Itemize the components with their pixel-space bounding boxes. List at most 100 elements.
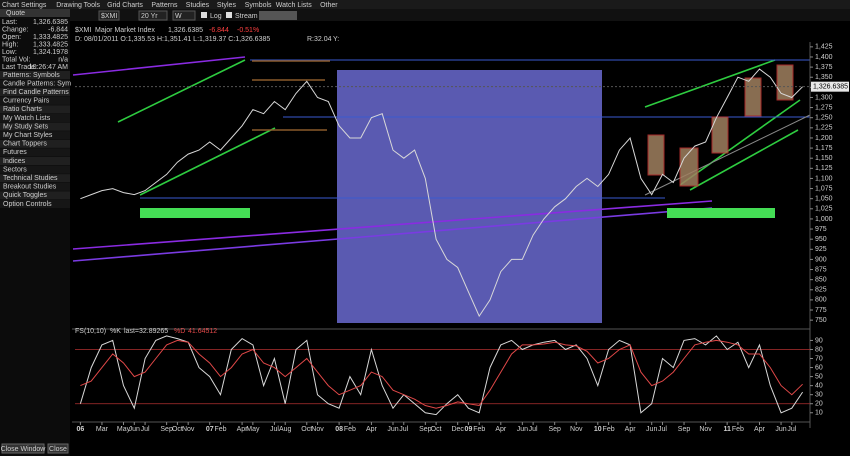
sidebar-item[interactable]: My Study Sets bbox=[3, 123, 49, 130]
button[interactable] bbox=[1, 443, 45, 454]
y-tick-label: 10 bbox=[815, 410, 823, 417]
stream-label[interactable]: Stream bbox=[235, 13, 258, 20]
sidebar-row[interactable] bbox=[0, 165, 70, 174]
series-line bbox=[80, 68, 803, 318]
log-label[interactable]: Log bbox=[210, 13, 222, 20]
sidebar-item[interactable]: Indices bbox=[3, 158, 26, 165]
period-select[interactable] bbox=[138, 10, 168, 21]
quote-value: n/a bbox=[58, 56, 68, 63]
sidebar-row[interactable] bbox=[0, 139, 70, 148]
menu-item[interactable]: Studies bbox=[186, 2, 210, 9]
x-tick-label: Oct bbox=[431, 426, 442, 433]
menu-item[interactable]: Watch Lists bbox=[276, 2, 312, 9]
sidebar-row[interactable] bbox=[0, 182, 70, 191]
sidebar-item[interactable]: Breakout Studies bbox=[3, 184, 57, 191]
y-tick-label: 1,275 bbox=[815, 104, 833, 111]
sidebar-row[interactable] bbox=[0, 122, 70, 131]
menu-item[interactable]: Patterns bbox=[151, 2, 178, 9]
highlight-box bbox=[337, 70, 602, 323]
y-tick-label: 875 bbox=[815, 266, 827, 273]
box bbox=[679, 147, 699, 187]
sidebar-row[interactable] bbox=[0, 157, 70, 165]
x-tick-label: 11 bbox=[723, 426, 731, 433]
sidebar-row[interactable] bbox=[0, 71, 70, 79]
x-tick-label: Apr bbox=[754, 426, 766, 433]
button-label[interactable]: Close bbox=[49, 446, 67, 453]
sidebar-row[interactable] bbox=[0, 174, 70, 183]
sidebar-row[interactable] bbox=[0, 148, 70, 157]
sidebar-item[interactable]: Ratio Charts bbox=[3, 106, 42, 113]
sidebar-item[interactable]: Chart Toppers bbox=[3, 141, 47, 148]
quote-value: -6.844 bbox=[48, 26, 68, 33]
sidebar-row[interactable] bbox=[0, 88, 70, 97]
menu-item[interactable]: Grid Charts bbox=[107, 2, 143, 9]
button[interactable] bbox=[47, 443, 69, 454]
sidebar-row[interactable] bbox=[0, 200, 70, 208]
x-tick-label: Jul bbox=[270, 426, 279, 433]
sidebar-row[interactable] bbox=[0, 105, 70, 114]
y-tick-label: 1,175 bbox=[815, 145, 833, 152]
trend-line bbox=[117, 59, 246, 123]
menu-item[interactable]: Chart Settings bbox=[2, 2, 47, 9]
sidebar-item[interactable]: Candle Patterns: Sym bbox=[3, 80, 71, 87]
sidebar-item[interactable]: Futures bbox=[3, 149, 27, 156]
sidebar-item[interactable]: Technical Studies bbox=[3, 175, 58, 182]
x-tick-label: 07 bbox=[206, 426, 214, 433]
quote-value: 10:26:47 AM bbox=[29, 64, 68, 71]
x-tick-label: Jul bbox=[529, 426, 538, 433]
button-label[interactable]: Close Window bbox=[1, 446, 47, 453]
x-tick-label: Jul bbox=[787, 426, 796, 433]
y-tick-label: 70 bbox=[815, 355, 823, 362]
sidebar-row[interactable] bbox=[0, 131, 70, 140]
period[interactable]: 20 Yr bbox=[141, 13, 158, 20]
x-tick-label: Apr bbox=[625, 426, 637, 433]
log-checkbox[interactable] bbox=[201, 12, 207, 18]
stream-checkbox[interactable] bbox=[226, 12, 232, 18]
sidebar-item[interactable]: My Watch Lists bbox=[3, 115, 51, 122]
disabled-button bbox=[259, 11, 297, 20]
y-tick-label: 20 bbox=[815, 401, 823, 408]
study-last-k: last=32.89265 bbox=[124, 328, 168, 335]
interval[interactable]: W bbox=[175, 13, 182, 20]
y-tick-label: 80 bbox=[815, 346, 823, 353]
chart-symbol: $XMI bbox=[75, 27, 91, 34]
menu-item[interactable]: Styles bbox=[217, 2, 237, 9]
sidebar-item[interactable]: My Chart Styles bbox=[3, 132, 53, 139]
sidebar-row[interactable] bbox=[0, 96, 70, 105]
menu-item[interactable]: Symbols bbox=[245, 2, 272, 9]
symbol-input[interactable]: $XMI bbox=[101, 13, 117, 20]
y-tick-label: 900 bbox=[815, 256, 827, 263]
x-tick-label: Nov bbox=[570, 426, 583, 433]
box bbox=[776, 64, 794, 101]
sidebar-row[interactable] bbox=[0, 79, 70, 88]
x-tick-label: Oct bbox=[172, 426, 183, 433]
y-tick-label: 1,125 bbox=[815, 165, 833, 172]
symbol-box[interactable] bbox=[98, 10, 120, 21]
x-tick-label: Sep bbox=[160, 426, 173, 433]
sidebar-item[interactable]: Sectors bbox=[3, 166, 27, 173]
x-tick-label: Nov bbox=[182, 426, 195, 433]
series-line bbox=[79, 335, 804, 416]
last-price-box bbox=[811, 81, 849, 92]
x-tick-label: May bbox=[117, 426, 131, 433]
y-tick-label: 825 bbox=[815, 287, 827, 294]
sidebar-row[interactable] bbox=[0, 191, 70, 200]
x-tick-label: Nov bbox=[699, 426, 712, 433]
menu-item[interactable]: Drawing Tools bbox=[56, 2, 100, 9]
y-tick-label: 975 bbox=[815, 226, 827, 233]
interval-select[interactable] bbox=[172, 10, 196, 21]
sidebar-item[interactable]: Currency Pairs bbox=[3, 98, 50, 105]
quote-title: Quote bbox=[6, 10, 25, 17]
sidebar-item[interactable]: Patterns: Symbols bbox=[3, 72, 60, 79]
menu-item[interactable]: Other bbox=[320, 2, 338, 9]
x-tick-label: Aug bbox=[279, 426, 292, 433]
x-tick-label: May bbox=[246, 426, 260, 433]
sidebar-row[interactable] bbox=[0, 114, 70, 122]
x-tick-label: Jun bbox=[517, 426, 528, 433]
y-tick-label: 60 bbox=[815, 364, 823, 371]
x-tick-label: Sep bbox=[419, 426, 432, 433]
x-tick-label: 06 bbox=[76, 426, 84, 433]
sidebar-item[interactable]: Quick Toggles bbox=[3, 192, 47, 199]
sidebar-item[interactable]: Find Candle Patterns bbox=[3, 89, 69, 96]
sidebar-item[interactable]: Option Controls bbox=[3, 201, 52, 208]
